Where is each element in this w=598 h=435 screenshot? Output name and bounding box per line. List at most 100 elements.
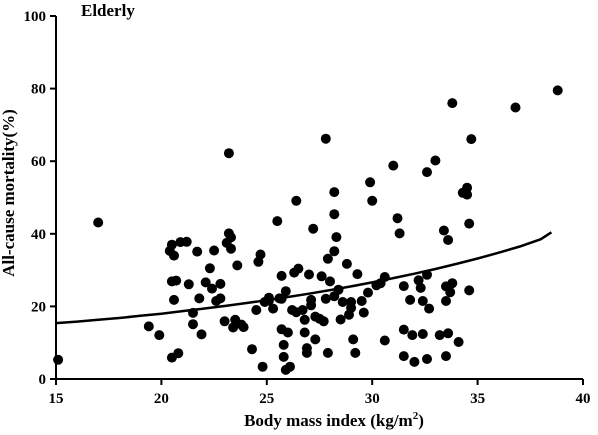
data-point [346, 297, 357, 307]
data-point [356, 296, 367, 306]
y-tick-label: 80 [31, 82, 46, 98]
y-tick-label: 60 [31, 154, 46, 170]
data-point [223, 148, 234, 159]
data-point [325, 276, 335, 287]
data-point [388, 160, 399, 171]
data-point [409, 356, 420, 367]
data-point [329, 246, 340, 257]
data-point [392, 213, 403, 224]
data-point [318, 316, 329, 327]
fit-curve-group [55, 231, 553, 325]
data-point [424, 303, 435, 314]
data-point [316, 271, 327, 282]
data-points [53, 85, 563, 375]
data-point [215, 293, 226, 304]
data-point [308, 223, 319, 234]
y-tick-label: 100 [24, 9, 47, 25]
data-point [398, 351, 409, 362]
data-point [169, 250, 179, 261]
data-point [447, 278, 458, 289]
data-point [466, 134, 477, 145]
data-point [331, 232, 342, 243]
chart-title: Elderly [81, 1, 135, 20]
data-point [280, 286, 291, 297]
data-point [443, 235, 454, 245]
data-point [247, 344, 257, 355]
axes [55, 16, 583, 380]
data-point [341, 258, 352, 269]
data-point [367, 195, 378, 206]
data-point [320, 133, 331, 144]
data-point [337, 297, 348, 307]
data-point [422, 354, 432, 364]
data-point [188, 319, 198, 330]
data-point [272, 216, 283, 227]
data-point [285, 361, 295, 372]
data-point [166, 352, 177, 363]
x-tick-label: 25 [259, 391, 274, 407]
data-point [462, 189, 473, 200]
data-point [329, 187, 340, 198]
data-point [183, 279, 194, 290]
data-point [301, 347, 312, 358]
data-point [434, 330, 445, 341]
ticks: 15 20 25 30 35 40 0 20 40 60 80 100 [24, 9, 591, 407]
y-tick-label: 20 [31, 299, 46, 315]
data-point [238, 322, 249, 333]
data-point [453, 337, 464, 347]
data-point [299, 314, 310, 325]
data-point [154, 330, 165, 341]
x-tick-label: 15 [49, 391, 64, 407]
data-point [510, 102, 521, 113]
data-point [415, 282, 426, 293]
data-point [352, 269, 363, 280]
data-point [405, 294, 416, 305]
data-point [358, 307, 369, 318]
data-point [299, 327, 310, 338]
data-point [278, 339, 289, 350]
data-point [462, 182, 473, 193]
x-tick-label: 40 [576, 391, 591, 407]
data-point [93, 217, 104, 228]
data-point [417, 296, 428, 306]
x-tick-label: 20 [154, 391, 169, 407]
data-point [171, 275, 182, 286]
data-point [53, 354, 64, 365]
data-point [413, 275, 424, 286]
data-point [350, 347, 361, 358]
data-point [291, 195, 302, 206]
data-point [207, 283, 217, 294]
data-point [194, 293, 205, 304]
data-point [441, 296, 451, 306]
data-point [447, 98, 458, 109]
data-point [422, 167, 432, 178]
data-point [394, 228, 405, 239]
data-point [278, 351, 289, 362]
data-point [365, 177, 376, 188]
data-point [169, 294, 179, 305]
data-point [143, 321, 154, 332]
data-point [552, 85, 563, 96]
data-point [438, 225, 449, 236]
data-point [200, 277, 211, 288]
x-axis-title-superscript: 2 [413, 410, 419, 422]
data-point [251, 305, 262, 315]
data-point [228, 322, 239, 333]
data-point [464, 285, 475, 296]
data-point [192, 246, 203, 257]
data-point [320, 293, 331, 304]
data-point [204, 263, 215, 274]
data-point [322, 347, 333, 358]
data-point [282, 327, 293, 338]
data-point [322, 253, 333, 264]
data-point [441, 351, 451, 362]
data-point [464, 218, 475, 229]
data-point [407, 330, 418, 341]
y-tick-label: 0 [39, 372, 47, 388]
data-point [398, 324, 409, 335]
x-tick-label: 35 [470, 391, 485, 407]
data-point [329, 209, 340, 220]
data-point [310, 334, 321, 345]
data-point [219, 316, 230, 327]
data-point [335, 314, 346, 325]
